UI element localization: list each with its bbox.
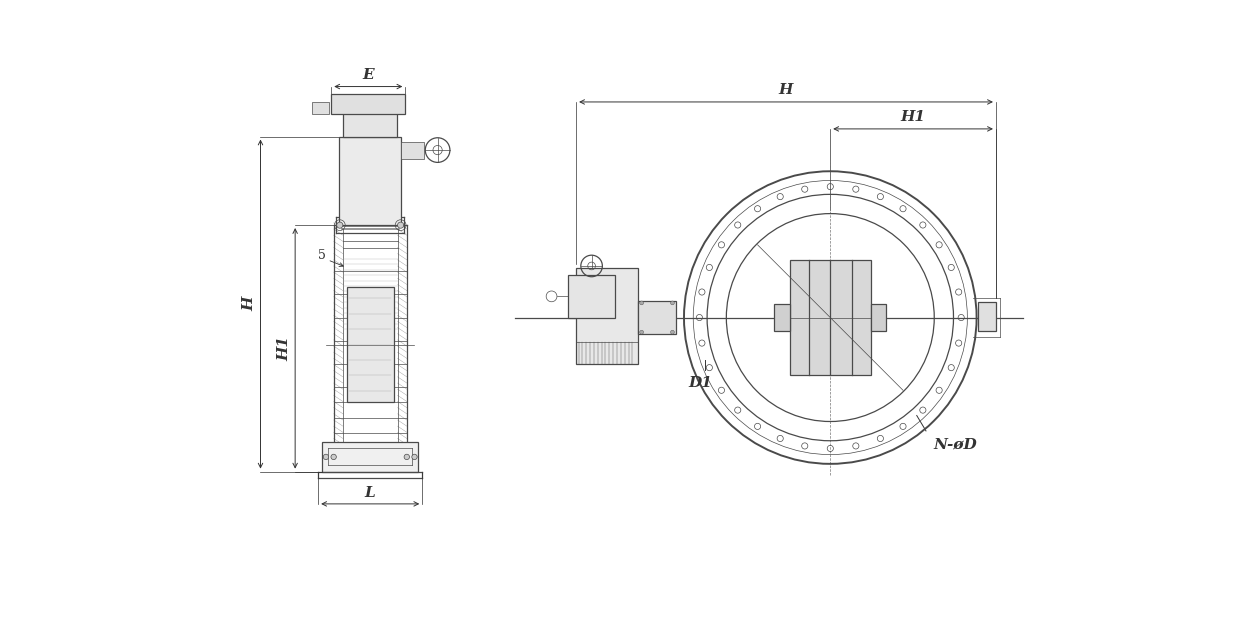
Text: L: L [365, 486, 376, 500]
Circle shape [323, 454, 328, 459]
Bar [400, 142, 424, 159]
Text: H1: H1 [901, 110, 926, 124]
Bar [790, 260, 871, 375]
Circle shape [671, 301, 674, 305]
Bar [331, 94, 405, 114]
Circle shape [398, 222, 404, 228]
Text: E: E [362, 68, 374, 82]
Circle shape [671, 330, 674, 334]
Bar [312, 102, 330, 114]
Bar [871, 304, 886, 331]
Bar [576, 268, 638, 364]
Text: N-øD: N-øD [933, 437, 977, 451]
Bar [569, 275, 615, 318]
Text: 5: 5 [318, 249, 326, 262]
Text: H: H [243, 297, 257, 311]
Bar [340, 137, 400, 225]
Bar [322, 442, 419, 471]
Bar [638, 301, 677, 334]
Circle shape [331, 454, 336, 459]
Circle shape [404, 454, 410, 459]
Text: H1: H1 [277, 336, 292, 361]
Text: H: H [779, 83, 794, 98]
Circle shape [640, 301, 644, 305]
Bar [775, 304, 790, 331]
Bar [343, 114, 396, 137]
Text: D1: D1 [688, 376, 712, 390]
Bar [347, 287, 394, 402]
Bar [979, 302, 996, 331]
Circle shape [640, 330, 644, 334]
Circle shape [337, 222, 343, 228]
Circle shape [411, 454, 418, 459]
